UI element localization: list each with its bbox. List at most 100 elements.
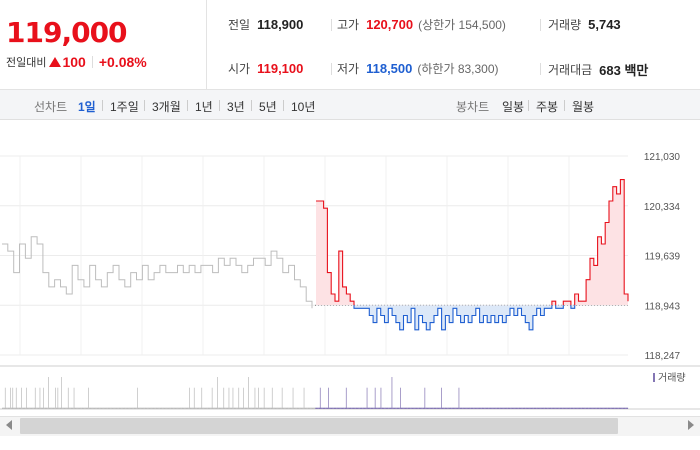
y-tick-label: 120,334 xyxy=(644,202,681,213)
volume-bar xyxy=(613,407,614,409)
candle-tab-daily[interactable]: 일봉 xyxy=(502,100,525,114)
volume-bar xyxy=(158,407,159,409)
volume-bar xyxy=(319,407,320,409)
period-tab-1y[interactable]: 1년 xyxy=(195,100,213,114)
volume-bar xyxy=(141,407,143,409)
volume-bar xyxy=(159,407,161,409)
volume-bar xyxy=(312,407,314,409)
volume-bar xyxy=(471,407,473,409)
volume-bar xyxy=(198,407,200,409)
volume-bar xyxy=(80,407,82,409)
volume-bar xyxy=(465,407,466,409)
volume-bar xyxy=(332,407,334,409)
volume-bar xyxy=(115,407,116,409)
volume-bar xyxy=(347,407,349,409)
volume-bar xyxy=(88,387,89,409)
chart-scrollbar-thumb[interactable] xyxy=(20,418,618,434)
volume-bar xyxy=(209,407,211,409)
volume-bar xyxy=(310,407,311,409)
volume-bar xyxy=(182,407,183,409)
volume-bar xyxy=(441,387,442,409)
volume-bar xyxy=(379,407,381,409)
volume-bar xyxy=(563,407,565,409)
volume-bar xyxy=(78,407,80,409)
volume-bar xyxy=(415,407,417,409)
period-tab-5y[interactable]: 5년 xyxy=(259,100,277,114)
volume-bar xyxy=(432,407,433,409)
volume-bar xyxy=(376,407,377,409)
volume-bar xyxy=(433,407,434,409)
scroll-right-arrow-icon[interactable] xyxy=(688,420,694,430)
high-label: 고가 xyxy=(337,18,360,32)
volume-bar xyxy=(403,407,405,409)
volume-bar xyxy=(29,407,31,409)
volume-bar xyxy=(163,407,164,409)
volume-bar xyxy=(265,407,267,409)
volume-bar xyxy=(20,407,22,409)
volume-bar xyxy=(285,407,286,409)
volume-bar xyxy=(260,407,262,409)
volume-bar xyxy=(122,407,124,409)
volume-bar xyxy=(129,407,130,409)
volume-bar xyxy=(69,407,70,409)
volume-bar xyxy=(384,407,386,409)
volume-bar xyxy=(480,407,481,409)
volume-bar xyxy=(39,387,41,409)
volume-bar xyxy=(333,407,334,409)
volume-bar xyxy=(159,407,160,409)
volume-bar xyxy=(347,407,348,409)
volume-bar xyxy=(528,407,530,409)
volume-bar xyxy=(17,407,18,409)
volume-bar xyxy=(207,407,209,409)
volume-bar xyxy=(103,407,105,409)
volume-bar xyxy=(222,407,224,409)
volume-bar xyxy=(191,407,193,409)
candle-tab-weekly[interactable]: 주봉 xyxy=(536,100,559,114)
quote-header: 119,000 전일대비 100 +0.08% 전일 118,900 고가 12… xyxy=(0,0,700,90)
scroll-left-arrow-icon[interactable] xyxy=(6,420,12,430)
period-tab-10y[interactable]: 10년 xyxy=(291,100,316,114)
volume-bar xyxy=(152,407,154,409)
volume-bar xyxy=(10,387,11,409)
volume-bar xyxy=(56,407,58,409)
volume-bar xyxy=(217,377,218,409)
volume-bar xyxy=(133,407,134,409)
volume-bar xyxy=(193,387,195,409)
volume-bar xyxy=(377,407,378,409)
volume-bar xyxy=(482,407,483,409)
volume-bar xyxy=(265,407,266,409)
volume-bar xyxy=(46,407,48,409)
volume-bar xyxy=(529,407,531,409)
volume-bar xyxy=(248,407,250,409)
volume-bar xyxy=(162,407,164,409)
volume-bar xyxy=(511,407,513,409)
volume-bar xyxy=(592,407,594,409)
up-triangle-icon xyxy=(49,57,62,67)
volume-bar xyxy=(593,407,594,409)
divider xyxy=(187,100,188,111)
volume-bar xyxy=(171,407,173,409)
period-tab-1w[interactable]: 1주일 xyxy=(110,100,139,114)
current-price: 119,000 xyxy=(6,16,128,49)
volume-bar xyxy=(81,407,82,409)
volume-bar xyxy=(2,407,4,409)
period-tab-3m[interactable]: 3개월 xyxy=(152,100,181,114)
volume-bar xyxy=(370,407,372,409)
volume-bar xyxy=(315,407,316,409)
volume-bar xyxy=(551,407,552,409)
period-tab-3y[interactable]: 3년 xyxy=(227,100,245,114)
volume-bar xyxy=(218,407,220,409)
volume-bar xyxy=(168,407,170,409)
volume-bar xyxy=(92,407,94,409)
period-tab-1d[interactable]: 1일 xyxy=(78,100,96,114)
volume-bar xyxy=(35,407,37,409)
volume-bar xyxy=(188,407,189,409)
volume-bar xyxy=(330,407,331,409)
volume-bar xyxy=(556,407,557,409)
volume-bar xyxy=(620,407,622,409)
candle-tab-monthly[interactable]: 월봉 xyxy=(572,100,595,114)
volume-bar xyxy=(413,407,415,409)
volume-bar xyxy=(456,407,457,409)
volume-bar xyxy=(373,407,375,409)
volume-bar xyxy=(315,407,317,409)
